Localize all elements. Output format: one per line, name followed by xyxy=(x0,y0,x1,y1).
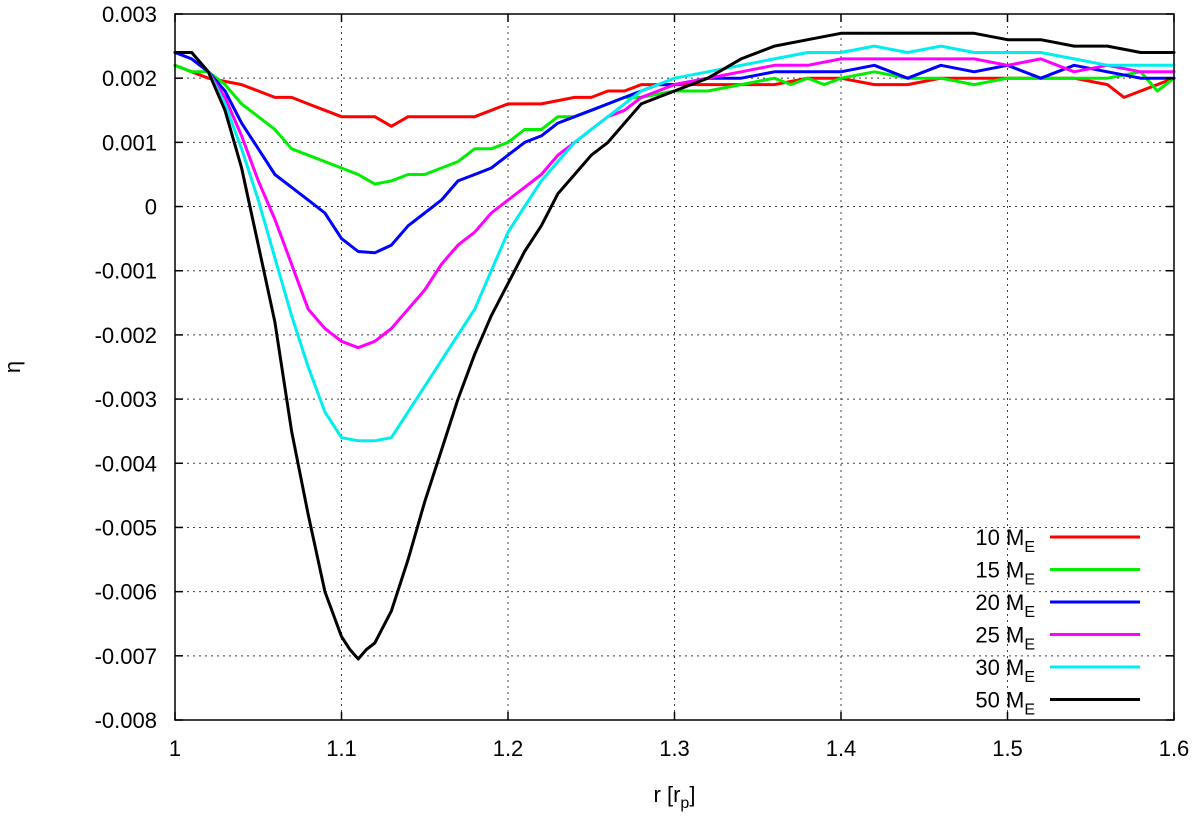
legend-label-sub: E xyxy=(1024,637,1035,654)
y-tick-label: -0.001 xyxy=(95,259,157,284)
grid xyxy=(175,14,1174,720)
ticks: 1 1.1 1.2 1.3 1.4 1.5 1.6 -0.008 -0.007 -0.006 -0.… xyxy=(95,2,1190,761)
legend-label-sub: E xyxy=(1024,702,1035,719)
y-tick-label: 0.002 xyxy=(102,66,157,91)
legend-item: 25 ME xyxy=(975,623,1140,654)
series-line-2 xyxy=(173,51,1176,255)
y-tick-label: -0.002 xyxy=(95,323,157,348)
legend-item: 20 ME xyxy=(975,590,1140,621)
x-axis-label-close: ] xyxy=(689,782,695,807)
y-tick-label: 0.003 xyxy=(102,2,157,27)
x-axis-label-main: r [r xyxy=(654,782,681,807)
y-tick-label: -0.004 xyxy=(95,451,157,476)
series-line-3 xyxy=(173,51,1176,350)
legend-label-main: 30 M xyxy=(975,655,1024,680)
legend-label: 25 ME xyxy=(975,623,1035,654)
legend-item: 50 ME xyxy=(975,688,1140,719)
legend-label: 30 ME xyxy=(975,655,1035,686)
legend-label-main: 50 M xyxy=(975,688,1024,713)
series-group xyxy=(173,31,1176,661)
x-tick-label: 1.1 xyxy=(326,736,357,761)
y-tick-label: 0 xyxy=(145,195,157,220)
series-line-5 xyxy=(173,31,1176,661)
legend-label-main: 20 M xyxy=(975,590,1024,615)
legend-item: 10 ME xyxy=(975,525,1140,556)
x-tick-label: 1 xyxy=(169,736,181,761)
legend-label: 50 ME xyxy=(975,688,1035,719)
x-tick-label: 1.4 xyxy=(826,736,857,761)
y-tick-label: -0.006 xyxy=(95,580,157,605)
legend-label-sub: E xyxy=(1024,669,1035,686)
legend-item: 30 ME xyxy=(975,655,1140,686)
legend-label-main: 15 M xyxy=(975,558,1024,583)
series-line-1 xyxy=(173,63,1176,186)
legend-label-sub: E xyxy=(1024,539,1035,556)
legend-label: 15 ME xyxy=(975,558,1035,589)
legend-label-sub: E xyxy=(1024,604,1035,621)
legend-label-main: 10 M xyxy=(975,525,1024,550)
legend-label-main: 25 M xyxy=(975,623,1024,648)
legend-label-sub: E xyxy=(1024,572,1035,589)
x-tick-label: 1.3 xyxy=(659,736,690,761)
y-tick-label: -0.008 xyxy=(95,708,157,733)
x-axis-label: r [rp] xyxy=(654,782,696,812)
series-line-0 xyxy=(173,63,1176,128)
y-tick-label: -0.007 xyxy=(95,644,157,669)
series-line-4 xyxy=(173,44,1176,443)
y-tick-label: -0.003 xyxy=(95,387,157,412)
y-axis-label: η xyxy=(0,361,25,373)
y-tick-label: 0.001 xyxy=(102,130,157,155)
x-tick-label: 1.5 xyxy=(992,736,1023,761)
x-tick-label: 1.2 xyxy=(493,736,524,761)
x-tick-label: 1.6 xyxy=(1159,736,1190,761)
legend-label: 20 ME xyxy=(975,590,1035,621)
y-tick-label: -0.005 xyxy=(95,515,157,540)
x-axis-label-sub: p xyxy=(680,795,689,812)
legend-item: 15 ME xyxy=(975,558,1140,589)
legend-label: 10 ME xyxy=(975,525,1035,556)
